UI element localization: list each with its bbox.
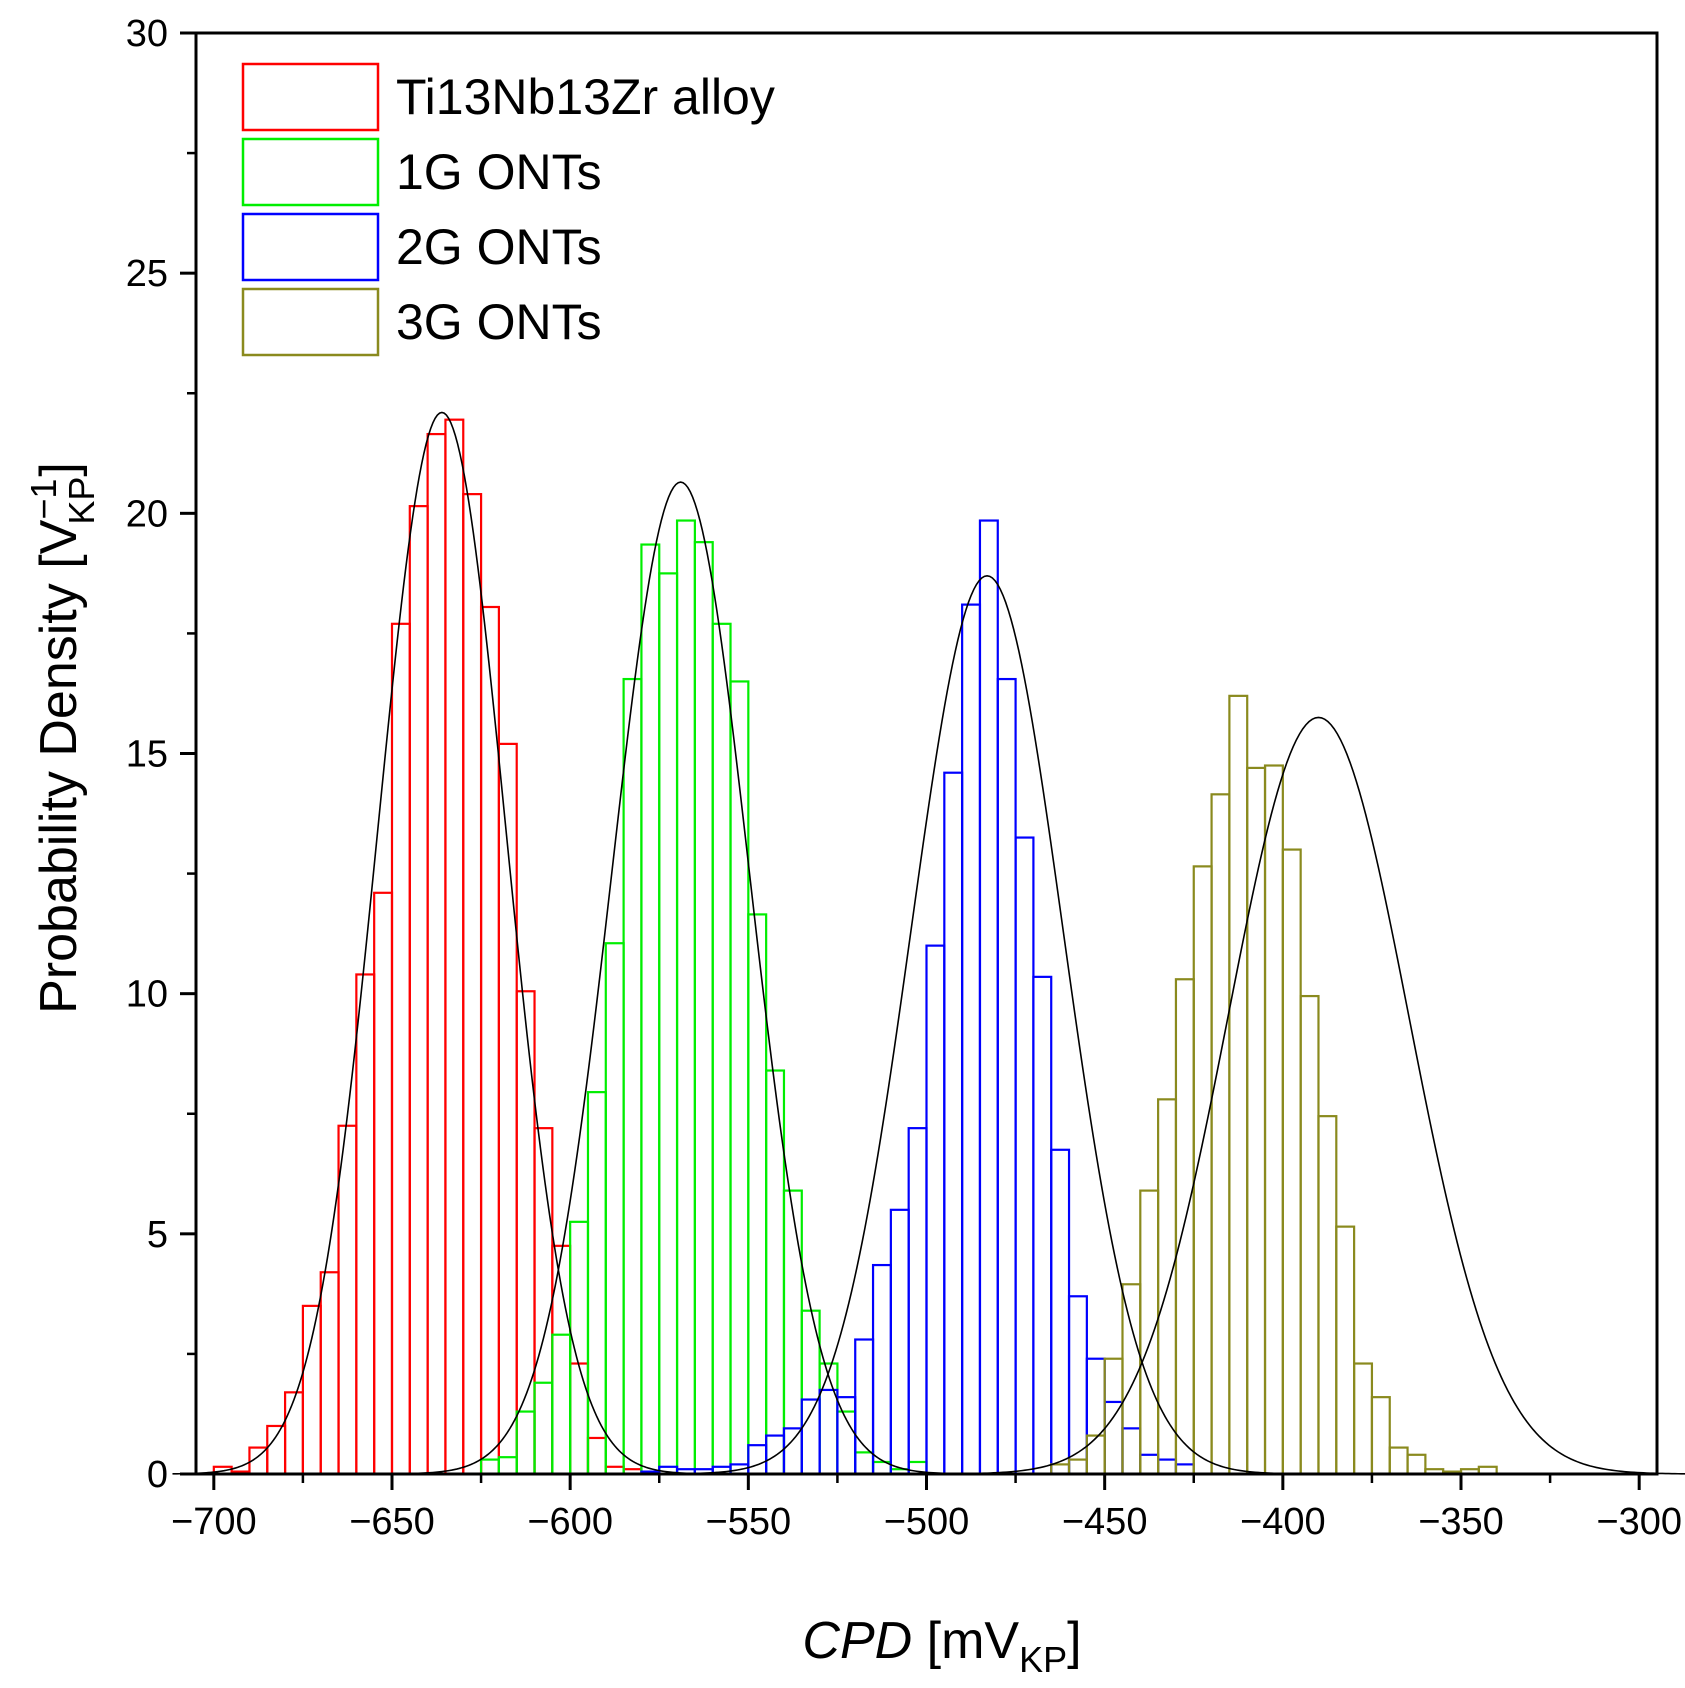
legend-label: 3G ONTs — [396, 294, 602, 350]
x-tick-label: −350 — [1418, 1501, 1504, 1543]
x-tick-label: −600 — [527, 1501, 613, 1543]
x-tick-label: −550 — [706, 1501, 792, 1543]
legend-swatch — [241, 212, 380, 282]
y-tick-label: 15 — [126, 734, 168, 776]
legend-swatch — [241, 137, 380, 207]
y-tick-label: 30 — [126, 13, 168, 55]
fit-curve-0 — [172, 411, 712, 1475]
y-tick-label: 20 — [126, 493, 168, 535]
y-axis-label-sup: −1 — [23, 479, 64, 520]
y-tick-label: 0 — [147, 1454, 168, 1496]
x-tick-label: −400 — [1240, 1501, 1326, 1543]
y-tick-label: 25 — [126, 253, 168, 295]
y-axis-label-main: Probability Density — [30, 583, 88, 1014]
legend-swatch — [241, 287, 380, 357]
histogram-bars — [212, 418, 1498, 1476]
fit-curve-3 — [939, 716, 1685, 1475]
y-tick-label: 5 — [147, 1214, 168, 1256]
fit-curve-2 — [668, 574, 1306, 1475]
legend-label: 2G ONTs — [396, 219, 602, 275]
y-axis-label: Probability Density [V−1KP] — [23, 462, 102, 1014]
x-axis-label-sub: KP — [1019, 1639, 1067, 1680]
y-tick-label: 10 — [126, 974, 168, 1016]
gaussian-fit-curves — [172, 411, 1685, 1475]
y-axis-label-unit: V — [30, 519, 88, 554]
legend-swatch — [241, 62, 380, 132]
x-tick-label: −650 — [349, 1501, 435, 1543]
x-tick-label: −500 — [884, 1501, 970, 1543]
x-tick-label: −450 — [1062, 1501, 1148, 1543]
legend-label: 1G ONTs — [396, 144, 602, 200]
x-axis-label-unit: mV — [941, 1612, 1019, 1670]
x-tick-label: −700 — [171, 1501, 257, 1543]
y-axis-label-sub: KP — [61, 477, 102, 525]
legend: Ti13Nb13Zr alloy 1G ONTs 2G ONTs 3G ONTs — [241, 62, 775, 357]
x-axis-label-main: CPD — [802, 1612, 912, 1670]
axis-ticks: −700 −650 −600 −550 −500 −450 −400 −350 −300 0 5 10… — [126, 13, 1682, 1543]
x-tick-label: −300 — [1596, 1501, 1682, 1543]
x-axis-label: CPD [mVKP] — [802, 1612, 1081, 1680]
fit-curve-1 — [391, 481, 970, 1475]
legend-label: Ti13Nb13Zr alloy — [396, 69, 775, 125]
